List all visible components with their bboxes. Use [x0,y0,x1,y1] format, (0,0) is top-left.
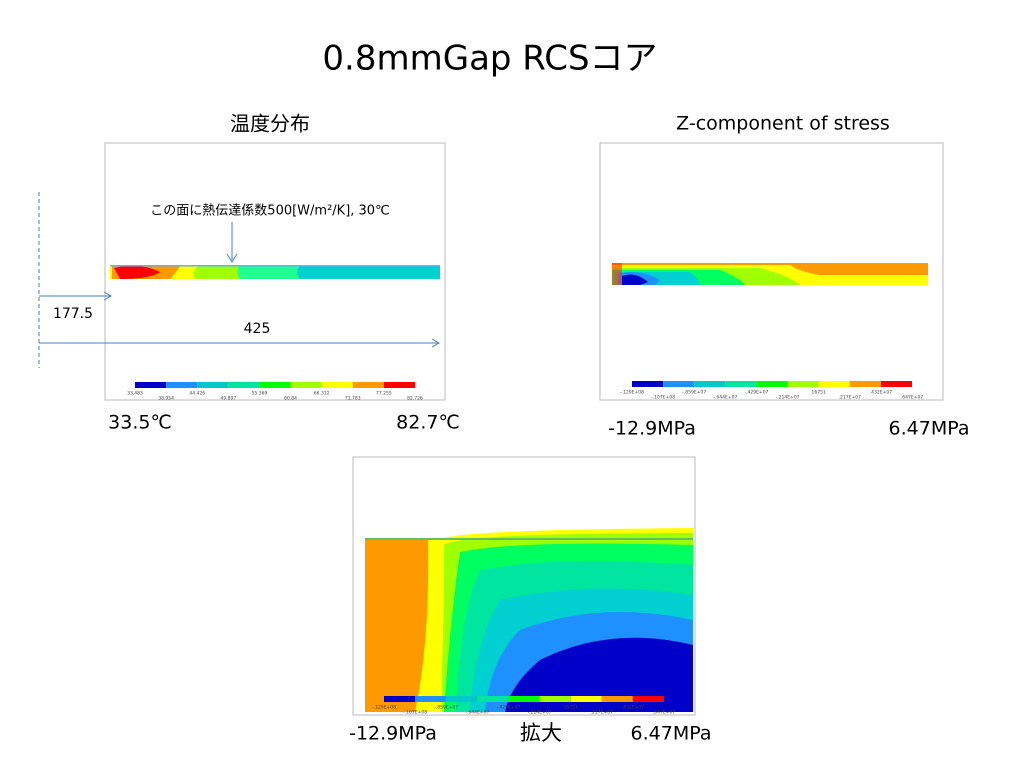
legend-label: -.214E+07 [528,710,552,716]
legend-swatch [725,381,757,387]
legend-label: 49.897 [220,396,236,402]
legend-swatch [321,382,353,388]
panel-heading: 拡大 [520,721,562,745]
legend-label: 71.783 [345,396,361,402]
legend-label: 77.255 [376,391,392,397]
legend-swatch [415,696,447,702]
slide-title: 0.8mmGap RCSコア [322,39,657,79]
legend-swatch [446,696,478,702]
legend-label: -.644E+07 [713,395,737,401]
legend-swatch [166,382,198,388]
zoomed-stress-plot [365,528,693,712]
legend-swatch [290,382,322,388]
annotation: この面に熱伝達係数500[W/m²/K], 30℃ [150,204,389,219]
legend-label: .432E+07 [870,390,892,396]
legend-label: 82.726 [407,396,423,402]
legend-label: 55.369 [252,391,268,397]
legend-swatch [352,382,384,388]
legend-swatch [632,381,664,387]
legend-label: -.214E+07 [776,395,800,401]
legend-swatch [539,696,571,702]
dimension-label: 425 [244,321,271,337]
legend-label: .217E+07 [839,395,861,401]
legend-label: 16751 [812,390,826,396]
legend-swatch [135,382,167,388]
legend-swatch [259,382,291,388]
legend-swatch [508,696,540,702]
legend-swatch [601,696,633,702]
legend-label: -.107E+08 [651,395,675,401]
min-label: -12.9MPa [608,418,696,440]
max-label: 6.47MPa [631,723,712,745]
panel-heading: 温度分布 [230,112,310,136]
legend-swatch [197,382,229,388]
legend-swatch [477,696,509,702]
legend-label: 44.426 [189,391,205,397]
max-label: 6.47MPa [889,418,970,440]
legend-label: -.129E+08 [620,390,644,396]
legend-label: -.644E+07 [465,710,489,716]
legend-label: -.859E+07 [682,390,706,396]
arrow-head [431,338,441,348]
legend-swatch [880,381,912,387]
legend-label: .647E+07 [901,395,923,401]
legend-swatch [694,381,726,387]
legend-label: -.429E+07 [496,705,520,711]
temperature-plot [110,265,440,279]
max-label: 82.7℃ [396,412,460,434]
legend-swatch [663,381,695,387]
legend-swatch [570,696,602,702]
legend-swatch [849,381,881,387]
legend-label: 33.483 [127,391,143,397]
legend-swatch [787,381,819,387]
legend-swatch [228,382,260,388]
min-label: -12.9MPa [349,723,437,745]
legend-label: -.859E+07 [434,705,458,711]
legend-label: 16751 [564,705,578,711]
legend-swatch [384,696,416,702]
dimension-label: 177.5 [53,306,93,322]
legend-label: .432E+07 [622,705,644,711]
arrow-head [103,291,113,301]
stress-plot [612,263,928,285]
legend-swatch [383,382,415,388]
legend-label: -.107E+08 [403,710,427,716]
legend-swatch [818,381,850,387]
legend-label: .647E+07 [653,710,675,716]
arrow-head [226,253,238,263]
legend-swatch [632,696,664,702]
min-label: 33.5℃ [108,412,172,434]
legend-label: 66.312 [314,391,330,397]
panel-heading: Z-component of stress [676,113,890,135]
legend-label: -.129E+08 [372,705,396,711]
legend-label: .217E+07 [591,710,613,716]
legend-swatch [756,381,788,387]
legend-label: -.429E+07 [744,390,768,396]
legend-label: 38.954 [158,396,174,402]
legend-label: 60.84 [284,396,297,402]
